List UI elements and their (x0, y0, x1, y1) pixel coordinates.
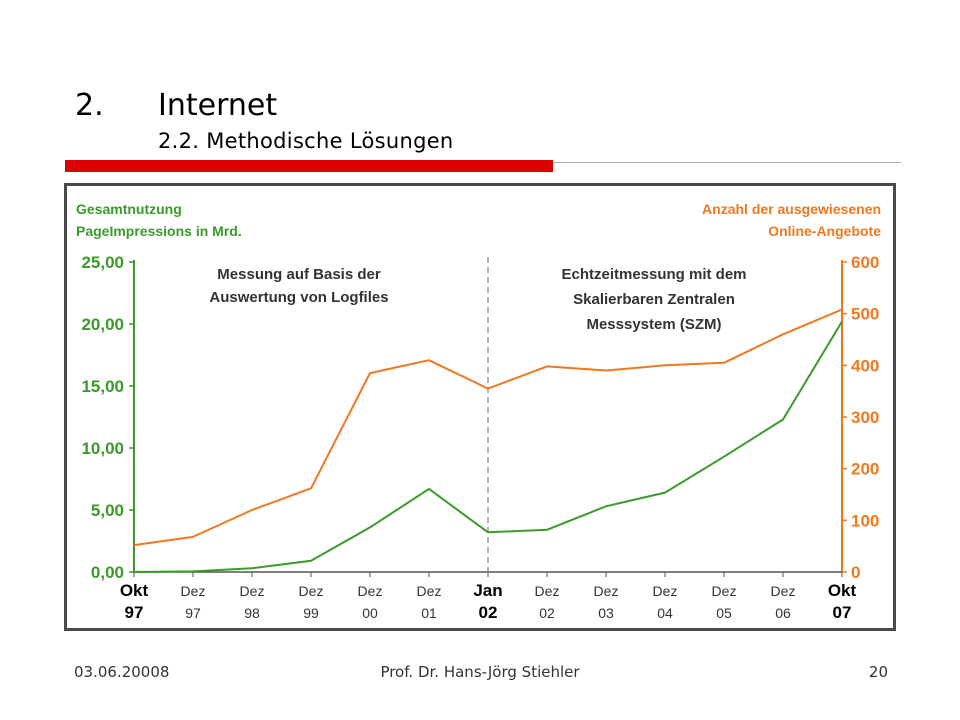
right-tick-label: 0 (851, 563, 860, 582)
x-tick-label-month: Dez (240, 583, 265, 599)
x-tick-label-year: 00 (362, 605, 378, 621)
x-tick-label-year: 02 (479, 603, 498, 622)
annotation-szm: Skalierbaren Zentralen (573, 291, 735, 308)
left-tick-label: 20,00 (81, 315, 124, 334)
x-tick-label-year: 04 (657, 605, 673, 621)
x-tick-label-year: 97 (185, 605, 201, 621)
right-tick-label: 300 (851, 408, 879, 427)
x-tick-label-year: 06 (775, 605, 791, 621)
x-tick-label-year: 99 (303, 605, 319, 621)
slide-subtitle: 2.2. Methodische Lösungen (158, 129, 454, 153)
x-tick-label-year: 07 (833, 603, 852, 622)
x-tick-label-month: Dez (594, 583, 619, 599)
x-tick-label-month: Dez (712, 583, 737, 599)
annotation-szm: Messsystem (SZM) (586, 316, 721, 333)
annotation-logfiles: Auswertung von Logfiles (209, 289, 388, 306)
x-tick-label-month: Okt (828, 581, 857, 600)
x-tick-label-month: Dez (653, 583, 678, 599)
slide-title: Internet (158, 88, 278, 123)
series-line-pageimpressions (133, 320, 843, 573)
left-tick-label: 0,00 (91, 563, 124, 582)
x-tick-label-month: Dez (181, 583, 206, 599)
left-tick-label: 10,00 (81, 439, 124, 458)
line-chart: Gesamtnutzung PageImpressions in Mrd. Anza… (76, 201, 881, 622)
series-line-online-angebote (133, 308, 843, 547)
chart-frame: Gesamtnutzung PageImpressions in Mrd. Anza… (64, 183, 896, 631)
left-axis-title: Gesamtnutzung (76, 201, 182, 217)
left-axis-title: PageImpressions in Mrd. (76, 223, 242, 239)
x-tick-label-month: Dez (771, 583, 796, 599)
right-tick-label: 500 (851, 305, 879, 324)
slide-number: 2. (75, 88, 104, 123)
x-tick-label-year: 97 (125, 603, 144, 622)
x-tick-label-year: 01 (421, 605, 437, 621)
x-tick-label-month: Dez (417, 583, 442, 599)
right-tick-label: 400 (851, 356, 879, 375)
left-tick-label: 25,00 (81, 253, 124, 272)
x-tick-label-year: 02 (539, 605, 555, 621)
title-accent-bar (65, 160, 553, 172)
footer-date: 03.06.20008 (74, 663, 170, 681)
right-tick-label: 200 (851, 460, 879, 479)
x-tick-label-year: 98 (244, 605, 260, 621)
right-tick-label: 100 (851, 511, 879, 530)
footer-author: Prof. Dr. Hans-Jörg Stiehler (380, 663, 580, 681)
left-tick-label: 15,00 (81, 377, 124, 396)
right-axis-title: Online-Angebote (768, 223, 881, 239)
x-tick-label-month: Jan (473, 581, 502, 600)
x-tick-label-year: 03 (598, 605, 614, 621)
footer-page-number: 20 (868, 663, 888, 681)
x-tick-label-month: Dez (299, 583, 324, 599)
annotation-szm: Echtzeitmessung mit dem (561, 266, 746, 283)
x-tick-label-month: Dez (535, 583, 560, 599)
right-tick-label: 600 (851, 253, 879, 272)
annotation-logfiles: Messung auf Basis der (217, 266, 381, 283)
right-axis-title: Anzahl der ausgewiesenen (702, 201, 881, 217)
left-tick-label: 5,00 (91, 501, 124, 520)
x-tick-label-month: Okt (120, 581, 149, 600)
x-tick-label-month: Dez (358, 583, 383, 599)
x-tick-label-year: 05 (716, 605, 732, 621)
